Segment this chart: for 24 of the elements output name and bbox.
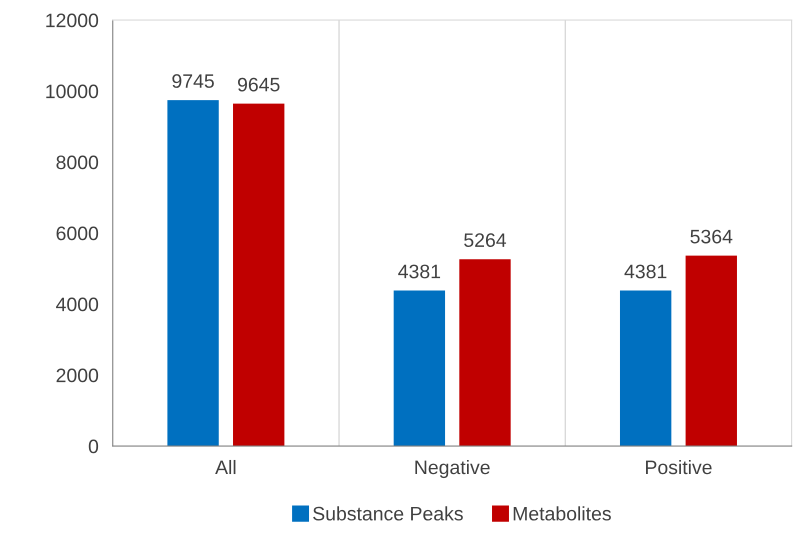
data-label: 9645 xyxy=(238,78,280,92)
legend-label: Substance Peaks xyxy=(313,506,463,521)
bar xyxy=(686,256,737,446)
legend-label: Metabolites xyxy=(514,506,611,521)
bar xyxy=(459,259,511,446)
y-tick-label: 4000 xyxy=(56,298,98,312)
bar xyxy=(233,104,284,446)
y-tick-label: 12000 xyxy=(46,14,98,28)
y-tick-label: 6000 xyxy=(56,226,98,240)
y-tick-label: 2000 xyxy=(56,368,98,382)
data-label: 9745 xyxy=(172,74,214,88)
x-tick-label: Negative xyxy=(415,460,490,478)
bar xyxy=(167,100,219,446)
data-label: 5364 xyxy=(690,230,732,244)
y-tick-label: 10000 xyxy=(46,84,98,98)
bar xyxy=(620,290,672,446)
data-label: 4381 xyxy=(398,264,440,278)
y-tick-label: 0 xyxy=(88,440,98,454)
data-label: 5264 xyxy=(464,233,506,248)
y-tick-label: 8000 xyxy=(56,156,98,170)
x-tick-label: All xyxy=(215,460,236,474)
data-label: 4381 xyxy=(624,264,666,278)
bar xyxy=(394,290,446,446)
x-tick-label: Positive xyxy=(646,460,712,474)
